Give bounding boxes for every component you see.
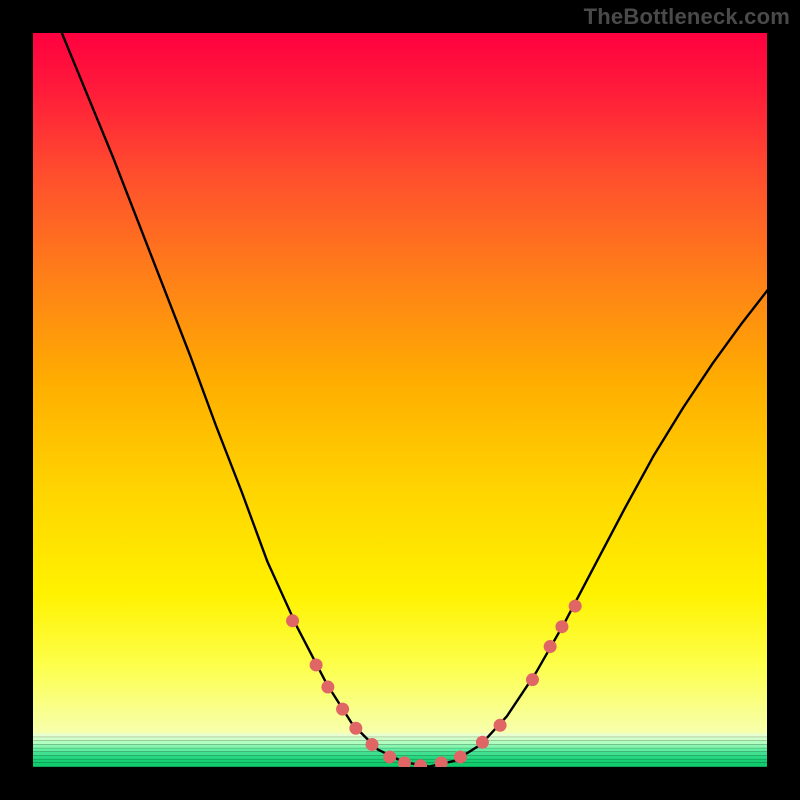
plot-group [32, 32, 768, 772]
depth-marker [569, 600, 582, 613]
bottom-band-line [32, 748, 768, 752]
depth-marker [321, 681, 334, 694]
depth-marker [366, 738, 379, 751]
bottom-band-line [32, 737, 768, 741]
depth-marker [494, 719, 507, 732]
depth-marker [454, 750, 467, 763]
bottleneck-chart [0, 0, 800, 800]
bottom-band-line [32, 741, 768, 745]
depth-marker [544, 640, 557, 653]
depth-marker [286, 614, 299, 627]
depth-marker [555, 620, 568, 633]
chart-stage: TheBottleneck.com [0, 0, 800, 800]
depth-marker [526, 673, 539, 686]
watermark-text: TheBottleneck.com [584, 4, 790, 30]
gradient-background [32, 32, 768, 735]
depth-marker [310, 658, 323, 671]
depth-marker [476, 736, 489, 749]
bottom-band-line [32, 752, 768, 756]
bottom-band-line [32, 744, 768, 748]
bottom-band-line [32, 733, 768, 737]
depth-marker [349, 722, 362, 735]
depth-marker [336, 703, 349, 716]
depth-marker [383, 750, 396, 763]
